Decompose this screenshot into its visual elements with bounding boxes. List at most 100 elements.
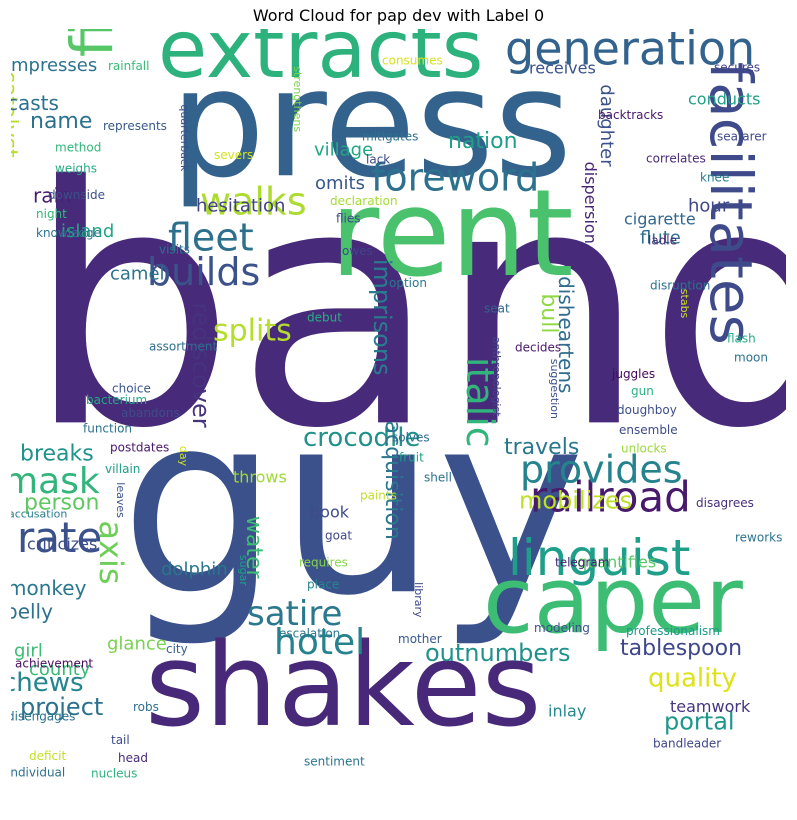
word-caper: caper — [483, 547, 743, 654]
word-satire: satire — [247, 594, 342, 634]
word-disheartens: disheartens — [554, 276, 578, 393]
word-disengages: disengages — [11, 709, 75, 723]
word-rain: rain — [33, 183, 72, 207]
word-dolphin: dolphin — [161, 559, 228, 580]
word-person: person — [24, 491, 99, 516]
word-conducts: conducts — [688, 89, 760, 108]
word-mask: mask — [11, 461, 100, 502]
word-name: name — [30, 109, 92, 134]
word-camel: camel — [110, 264, 165, 285]
word-knowledge: knowledge — [36, 226, 101, 240]
word-rediscover: rediscover — [187, 302, 215, 427]
word-hotel: hotel — [274, 622, 365, 663]
word-dispersion: dispersion — [581, 162, 600, 244]
word-decides: decides — [515, 340, 561, 354]
word-shakes: shakes — [145, 619, 541, 753]
word-glance: glance — [107, 633, 167, 654]
word-flies: flies — [336, 211, 361, 225]
word-mitigates: mitigates — [362, 130, 418, 144]
word-hesitation: hesitation — [196, 196, 285, 217]
word-debut: debut — [307, 310, 342, 324]
word-island: island — [61, 221, 114, 242]
word-chews: chews — [11, 668, 84, 698]
word-bandleader: bandleader — [653, 737, 721, 751]
word-casts: casts — [11, 91, 59, 115]
word-county: county — [29, 659, 91, 680]
word-water: water — [241, 516, 266, 580]
word-backtracks: backtracks — [598, 108, 663, 122]
word-juggles: juggles — [611, 367, 655, 381]
word-fleet: fleet — [168, 216, 254, 260]
word-library: library — [412, 582, 425, 618]
chart-title: Word Cloud for pap dev with Label 0 — [252, 6, 545, 25]
word-lack: lack — [366, 152, 390, 166]
word-flute: flute — [640, 227, 681, 248]
word-cigarette: cigarette — [624, 209, 696, 228]
word-axis: axis — [92, 520, 130, 584]
word-quality: quality — [648, 664, 737, 694]
word-imprisons: imprisons — [368, 259, 396, 376]
word-ladle: ladle — [648, 233, 677, 247]
word-represents: represents — [103, 119, 167, 133]
word-day: day — [177, 446, 190, 467]
word-provides: provides — [520, 447, 683, 491]
word-ensemble: ensemble — [619, 423, 678, 437]
word-flash: flash — [727, 331, 756, 345]
word-knee: knee — [700, 171, 729, 185]
word-seat: seat — [484, 301, 510, 315]
word-choice: choice — [112, 381, 151, 395]
word-rainfall: rainfall — [108, 59, 149, 73]
word-book: book — [310, 503, 350, 522]
word-escalation: escalation — [279, 627, 340, 641]
word-seafarer: seafarer — [717, 130, 767, 144]
word-daughter: daughter — [596, 84, 617, 167]
word-teamwork: teamwork — [670, 697, 751, 716]
word-project: project — [20, 693, 103, 721]
word-walks: walks — [200, 179, 307, 223]
word-throws: throws — [233, 467, 287, 486]
word-builds: builds — [147, 250, 260, 294]
word-owes: owes — [342, 244, 373, 258]
word-anthropologist: anthropologist — [490, 337, 503, 417]
word-generation: generation — [505, 29, 755, 75]
word-guy: guy — [120, 359, 585, 650]
word-requires: requires — [299, 556, 348, 570]
word-suggestion: suggestion — [548, 359, 561, 419]
word-stabs: stabs — [678, 289, 691, 319]
word-receives: receives — [529, 59, 596, 78]
word-omits: omits — [315, 173, 365, 194]
word-facilitates: facilitates — [697, 62, 765, 345]
word-girl: girl — [14, 641, 43, 662]
word-disagrees: disagrees — [696, 496, 754, 510]
word-bacterium: bacterium — [86, 393, 147, 407]
word-leaves: leaves — [114, 482, 127, 518]
word-place: place — [307, 578, 339, 592]
word-extracts: extracts — [158, 29, 483, 96]
word-hour: hour — [688, 196, 730, 217]
word-modeling: modeling — [534, 621, 590, 635]
word-deficit: deficit — [29, 749, 66, 763]
word-severs: severs — [214, 148, 253, 162]
word-railroad: railroad — [530, 472, 691, 521]
word-inlay: inlay — [548, 702, 586, 721]
word-telegram: telegram — [555, 556, 609, 570]
word-method: method — [55, 141, 101, 155]
word-mobilizes: mobilizes — [519, 487, 632, 515]
word-finger: finger — [58, 29, 126, 57]
word-nucleus: nucleus — [91, 766, 137, 780]
word-belly: belly — [11, 600, 53, 624]
word-downside: downside — [48, 188, 105, 202]
word-solves: solves — [392, 430, 430, 444]
word-rate: rate — [17, 513, 102, 562]
word-strengthens: strengthens — [291, 66, 304, 132]
word-unlocks: unlocks — [621, 441, 667, 455]
word-correlates: correlates — [646, 152, 706, 166]
word-rent: rent — [330, 165, 574, 304]
word-city: city — [166, 642, 188, 656]
word-criticizes: criticizes — [27, 534, 97, 553]
word-function: function — [83, 421, 132, 435]
word-individual: individual — [11, 766, 65, 780]
word-assortment: assortment — [149, 340, 218, 354]
word-declaration: declaration — [330, 194, 398, 208]
word-fruit: fruit — [399, 450, 424, 464]
